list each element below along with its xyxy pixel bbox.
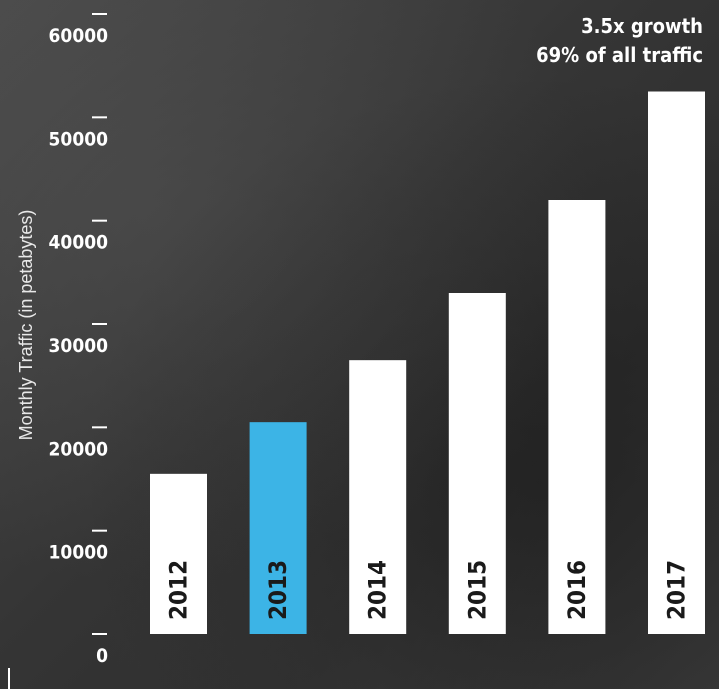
annotation-share: 69% of all traffic — [536, 43, 703, 67]
category-label-2012: 2012 — [165, 560, 193, 620]
y-tick-label: 50000 — [49, 128, 109, 150]
category-label-2014: 2014 — [364, 560, 392, 620]
bar-2014 — [349, 360, 407, 634]
category-label-2015: 2015 — [463, 560, 491, 620]
bar-2016 — [548, 200, 606, 634]
y-tick-label: 10000 — [49, 542, 109, 564]
bar-2017 — [648, 91, 705, 634]
annotation-growth: 3.5x growth — [581, 14, 703, 38]
bars — [150, 91, 705, 634]
y-ticks: 0 10000 20000 30000 40000 50000 60000 — [49, 13, 109, 667]
y-tick-label: 30000 — [49, 335, 109, 357]
bar-2013 — [249, 422, 307, 634]
category-label-2013: 2013 — [264, 560, 292, 620]
category-labels: 2012 2013 2014 2015 2016 2017 — [165, 560, 691, 620]
y-tick-label: 40000 — [49, 232, 109, 254]
y-tick-label: 20000 — [49, 438, 109, 460]
y-tick-label: 60000 — [49, 25, 109, 47]
bar-2012 — [150, 473, 207, 634]
category-label-2016: 2016 — [563, 560, 591, 620]
annotation: 3.5x growth 69% of all traffic — [536, 14, 703, 67]
category-label-2017: 2017 — [663, 560, 691, 620]
y-axis-label: Monthly Traffic (in petabytes) — [16, 210, 36, 441]
y-tick-label: 0 — [96, 645, 108, 667]
bar-2015 — [448, 293, 506, 634]
